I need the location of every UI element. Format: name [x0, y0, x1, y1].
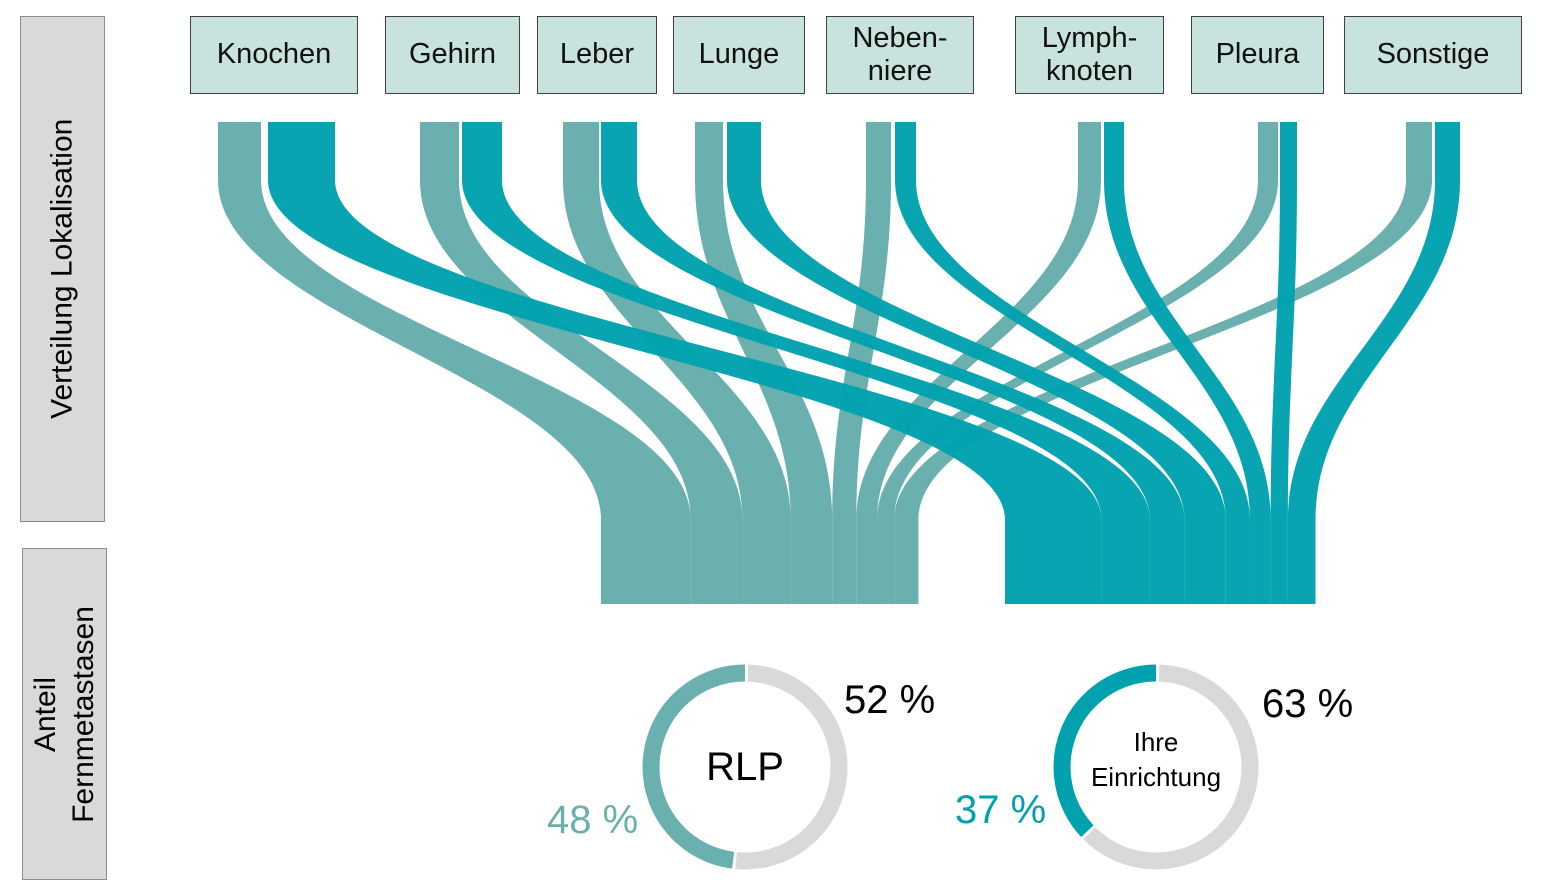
donut-share-arc-1 — [1053, 664, 1259, 870]
category-box-4: Neben- niere — [826, 16, 974, 94]
flow-facility-0 — [268, 122, 1102, 604]
category-box-2: Leber — [537, 16, 657, 94]
donut-share-label-1: 37 % — [955, 788, 1047, 832]
donut-1 — [1053, 664, 1259, 870]
donut-remainder-label-1: 63 % — [1262, 682, 1354, 726]
category-box-1: Gehirn — [385, 16, 520, 94]
donut-remainder-arc-0 — [642, 664, 848, 870]
category-box-3: Lunge — [673, 16, 805, 94]
donut-center-label-1: Ihre Einrichtung — [1090, 726, 1222, 792]
flow-facility-5 — [1104, 122, 1271, 604]
category-box-7: Sonstige — [1344, 16, 1522, 94]
donut-remainder-label-0: 52 % — [844, 678, 936, 722]
donut-0 — [642, 664, 848, 870]
flow-rlp-0 — [218, 122, 691, 604]
y-axis-label-distribution: Verteilung Lokalisation — [20, 16, 105, 522]
donut-share-arc-0 — [642, 664, 848, 870]
flow-facility-6 — [1270, 122, 1297, 604]
flow-rlp-1 — [420, 122, 743, 604]
category-box-6: Pleura — [1191, 16, 1324, 94]
donut-share-label-0: 48 % — [547, 798, 639, 842]
flow-rlp-2 — [563, 122, 791, 604]
category-box-0: Knochen — [190, 16, 358, 94]
flow-facility-7 — [1287, 122, 1460, 604]
category-box-5: Lymph- knoten — [1015, 16, 1164, 94]
donut-center-label-0: RLP — [706, 745, 784, 789]
y-axis-label-share: Anteil Fernmetastasen — [22, 548, 107, 880]
sankey-flows — [218, 122, 1460, 604]
donut-remainder-arc-1 — [1053, 664, 1259, 870]
